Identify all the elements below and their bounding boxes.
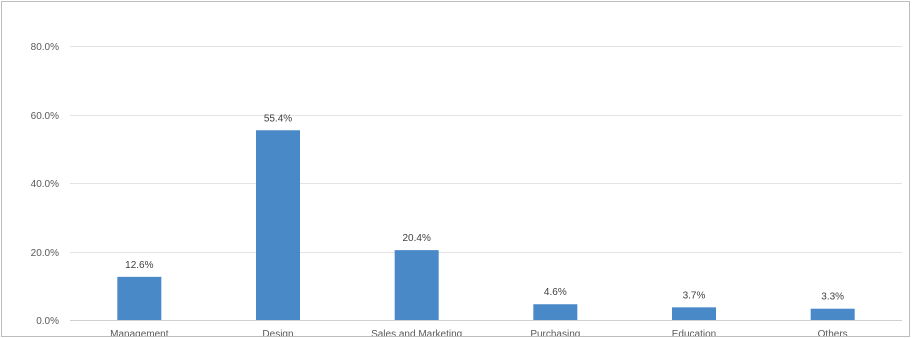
gridlines <box>70 46 902 321</box>
data-label: 3.7% <box>683 290 706 301</box>
data-labels: 12.6% 55.4% 20.4% 4.6% 3.7% 3.3% <box>125 113 844 302</box>
category-label: Others <box>818 329 848 337</box>
bar-sales-and-marketing <box>394 250 439 320</box>
data-label: 4.6% <box>544 287 567 298</box>
data-label: 55.4% <box>264 113 292 124</box>
y-tick-label: 80.0% <box>31 42 59 53</box>
bar-design <box>256 130 300 320</box>
y-axis-tick-labels: 0.0% 20.0% 40.0% 60.0% 80.0% <box>31 42 59 327</box>
category-label: Purchasing <box>530 329 580 337</box>
category-label: Design <box>262 329 293 337</box>
bar-purchasing <box>533 304 578 320</box>
category-label: Sales and Marketing <box>371 329 462 337</box>
data-label: 3.3% <box>821 292 844 303</box>
y-tick-label: 0.0% <box>36 316 59 327</box>
data-label: 12.6% <box>125 260 153 271</box>
y-tick-label: 20.0% <box>31 248 59 259</box>
bar-others <box>810 308 855 320</box>
x-axis-category-labels: Management Design Sales and Marketing Purch… <box>110 329 848 337</box>
bars <box>117 130 855 320</box>
data-label: 20.4% <box>402 233 430 244</box>
category-label: Education <box>672 329 716 337</box>
y-tick-label: 60.0% <box>31 111 59 122</box>
bar-education <box>672 307 716 320</box>
y-tick-label: 40.0% <box>31 179 59 190</box>
category-label: Management <box>110 329 169 337</box>
bar-management <box>117 276 162 320</box>
